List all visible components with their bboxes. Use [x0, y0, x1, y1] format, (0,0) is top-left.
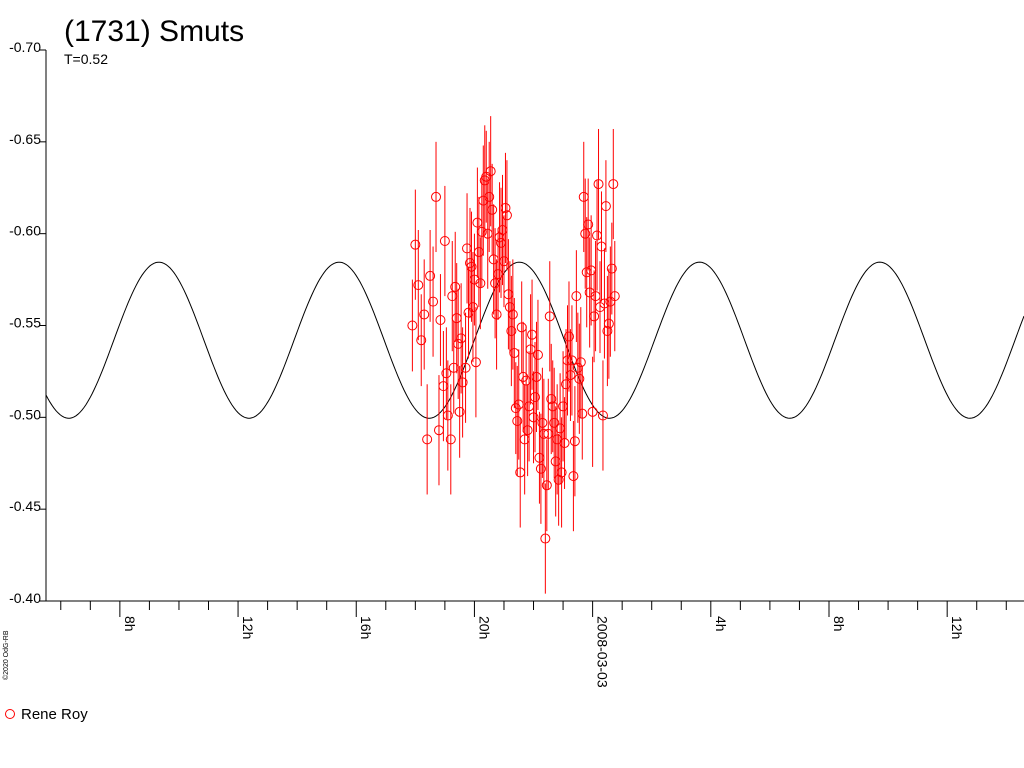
data-point: [522, 425, 533, 436]
data-point: [416, 335, 427, 346]
x-tick-label: 8h: [831, 616, 847, 632]
data-point: [553, 474, 564, 485]
data-point: [470, 357, 481, 368]
y-tick-label: -0.50: [9, 406, 41, 422]
data-point: [441, 368, 452, 379]
y-axis: -0.70 -0.65 -0.60 -0.55 -0.50 -0.45 -0.40: [9, 39, 47, 606]
data-point: [450, 281, 461, 292]
data-point: [556, 467, 567, 478]
x-tick-label: 20h: [476, 616, 492, 639]
legend-label: Rene Roy: [21, 706, 88, 723]
chart-subtitle: T=0.52: [64, 51, 108, 67]
data-point: [435, 314, 446, 325]
data-point: [540, 533, 551, 544]
data-point: [574, 373, 585, 384]
data-point: [500, 202, 511, 213]
data-point: [507, 309, 518, 320]
data-point: [575, 357, 586, 368]
data-point: [606, 263, 617, 274]
data-point: [568, 471, 579, 482]
data-point: [609, 291, 620, 302]
data-point: [413, 280, 424, 291]
data-point: [608, 179, 619, 190]
data-point: [532, 349, 543, 360]
model-curve: [45, 261, 1024, 419]
data-point: [419, 309, 430, 320]
data-point: [531, 371, 542, 382]
data-point: [485, 166, 496, 177]
data-point: [501, 210, 512, 221]
data-point: [577, 408, 588, 419]
data-point: [491, 309, 502, 320]
data-point: [475, 278, 486, 289]
data-point: [457, 377, 468, 388]
x-tick-label: 4h: [713, 616, 729, 632]
legend-marker: [5, 709, 15, 719]
x-tick-label: 12h: [949, 616, 965, 639]
data-point: [506, 326, 517, 337]
data-point: [431, 191, 442, 202]
data-point: [602, 326, 613, 337]
y-tick-label: -0.60: [9, 223, 41, 239]
data-point: [460, 362, 471, 373]
data-point: [530, 392, 540, 403]
chart-legend: Rene Roy: [5, 706, 88, 723]
y-tick-label: -0.40: [9, 590, 41, 606]
x-tick-label: 2008-03-03: [595, 616, 611, 688]
data-point: [537, 417, 548, 428]
y-tick-label: -0.70: [9, 39, 41, 55]
x-tick-label: 12h: [240, 616, 256, 639]
copyright-credit: ©2020 OdG-RB: [2, 630, 10, 680]
data-point: [428, 296, 439, 307]
data-point: [571, 291, 582, 302]
data-point: [580, 228, 591, 239]
model-curve-group: [45, 261, 1024, 419]
data-point: [518, 371, 529, 382]
data-point: [467, 302, 478, 313]
data-point: [597, 410, 608, 421]
data-point: [407, 320, 418, 331]
data-point: [565, 370, 576, 381]
data-point: [589, 311, 600, 322]
data-point: [541, 480, 552, 491]
data-point: [510, 403, 521, 414]
data-point: [466, 261, 477, 272]
data-point: [546, 393, 557, 404]
data-point: [445, 434, 456, 445]
data-point: [600, 201, 611, 212]
data-point: [442, 410, 453, 421]
data-points: [407, 116, 620, 594]
y-tick-label: -0.65: [9, 131, 41, 147]
x-axis: 8h 12h 16h 20h 2008-03-03 4h 8h 12h: [46, 600, 1024, 688]
data-point: [487, 204, 498, 215]
data-point: [544, 311, 555, 322]
data-point: [422, 434, 433, 445]
x-tick-label: 16h: [358, 616, 374, 639]
data-point: [593, 179, 604, 190]
data-point: [454, 406, 465, 417]
data-point: [559, 438, 570, 449]
data-point: [587, 406, 598, 417]
data-point: [535, 463, 546, 474]
data-point: [583, 219, 594, 230]
data-point: [512, 416, 523, 427]
data-point: [569, 436, 580, 447]
y-tick-label: -0.55: [9, 315, 41, 331]
y-tick-label: -0.45: [9, 498, 41, 514]
data-point: [425, 270, 436, 281]
data-point: [563, 331, 574, 342]
data-point: [603, 318, 614, 329]
data-point: [549, 417, 560, 428]
x-tick-label: 8h: [122, 616, 138, 632]
data-point: [484, 191, 495, 202]
chart-title: (1731) Smuts: [64, 15, 244, 48]
data-point: [410, 239, 421, 250]
data-point: [476, 226, 487, 237]
data-point: [528, 412, 539, 423]
data-point: [439, 236, 450, 247]
